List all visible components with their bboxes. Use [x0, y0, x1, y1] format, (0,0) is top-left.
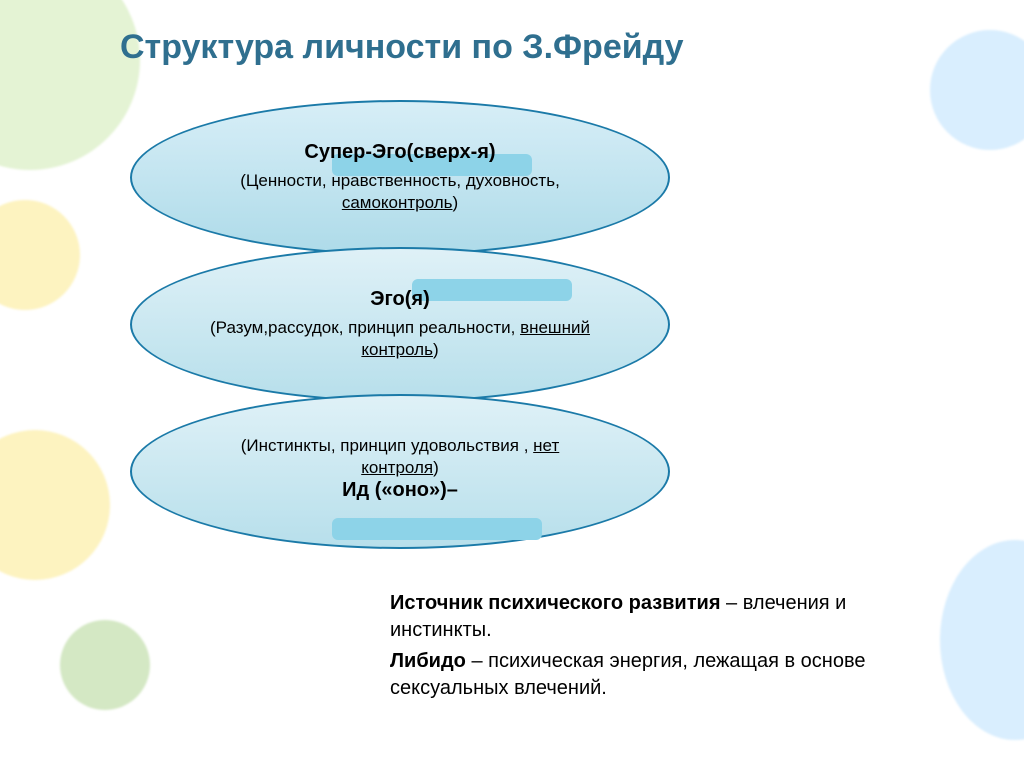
ellipse-diagram: Супер-Эго(сверх-я) (Ценности, нравственн… [130, 100, 690, 541]
decorative-blob [940, 540, 1024, 740]
ellipse-superego: Супер-Эго(сверх-я) (Ценности, нравственн… [130, 100, 670, 255]
bottom-notes: Источник психического развития – влечени… [390, 590, 910, 706]
ellipse-id: (Инстинкты, принцип удовольствия , нет к… [130, 394, 670, 549]
slide-title: Структура личности по З.Фрейду [120, 28, 684, 67]
ellipse-title: Супер-Эго(сверх-я) [304, 141, 495, 164]
decorative-blob [0, 200, 80, 310]
ellipse-title: Эго(я) [370, 288, 430, 311]
decorative-blob [930, 30, 1024, 150]
ellipse-title: Ид («оно»)– [342, 479, 458, 502]
decorative-blob [0, 430, 110, 580]
ellipse-subtitle: (Инстинкты, принцип удовольствия , нет к… [202, 435, 598, 479]
decorative-blob [60, 620, 150, 710]
highlight-mark [412, 279, 572, 301]
term-libido: Либидо [390, 650, 466, 672]
ellipse-ego: Эго(я) (Разум,рассудок, принцип реальнос… [130, 247, 670, 402]
decorative-blob [0, 0, 140, 170]
ellipse-subtitle: (Разум,рассудок, принцип реальности, вне… [202, 317, 598, 361]
ellipse-subtitle: (Ценности, нравственность, духовность, с… [202, 170, 598, 214]
highlight-mark [332, 518, 542, 540]
term-source: Источник психического развития [390, 592, 721, 614]
